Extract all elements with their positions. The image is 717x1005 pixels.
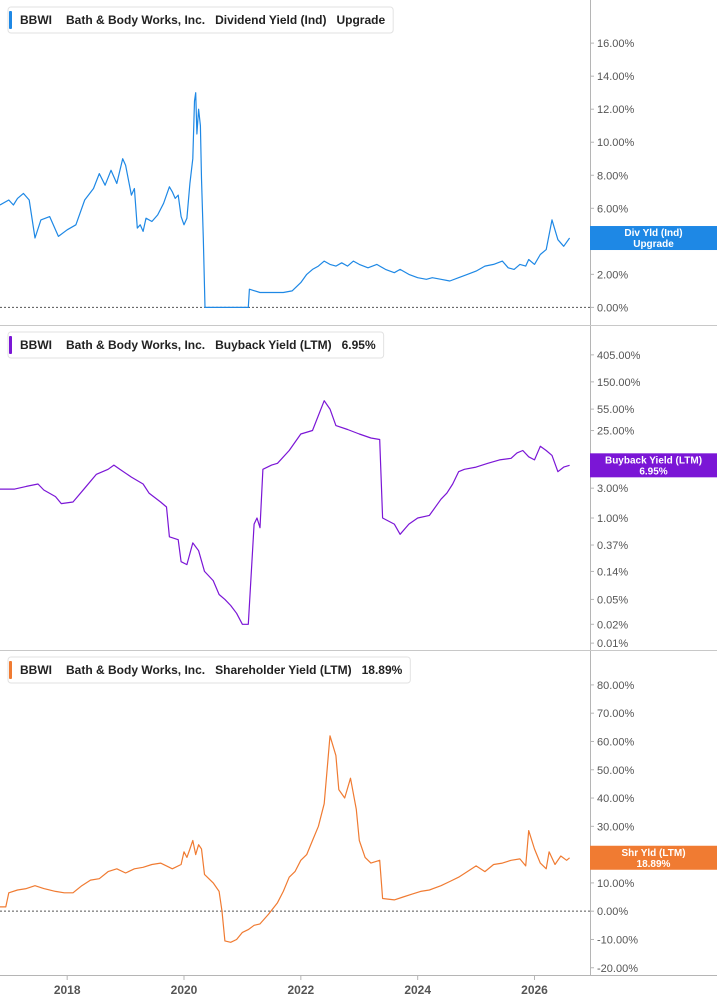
legend-value: Upgrade	[336, 13, 385, 27]
y-tick-label: 6.00%	[597, 203, 628, 215]
y-tick-label: 2.00%	[597, 269, 628, 281]
y-tick-label: 0.00%	[597, 302, 628, 314]
legend[interactable]: BBWI Bath & Body Works, Inc. Shareholder Y…	[7, 656, 411, 684]
legend-metric: Dividend Yield (Ind)	[215, 13, 326, 27]
y-tick-label: 60.00%	[597, 736, 635, 748]
legend-ticker: BBWI	[20, 663, 52, 677]
last-value-tag-label: Shr Yld (LTM)	[621, 848, 685, 859]
last-value-tag: Buyback Yield (LTM)6.95%	[590, 453, 717, 478]
legend-metric: Buyback Yield (LTM)	[215, 338, 331, 352]
series-line	[0, 92, 571, 308]
y-tick-label: 12.00%	[597, 104, 635, 116]
y-tick-label: 0.14%	[597, 566, 628, 578]
last-value-tag-value: Upgrade	[633, 239, 674, 250]
y-tick-label: 14.00%	[597, 71, 635, 83]
y-tick-label: 25.00%	[597, 426, 635, 438]
y-tick-label: 80.00%	[597, 680, 635, 692]
legend[interactable]: BBWI Bath & Body Works, Inc. Dividend Yiel…	[7, 6, 394, 34]
series-line	[0, 400, 570, 625]
y-tick-label: 0.01%	[597, 638, 628, 650]
y-tick-label: 40.00%	[597, 793, 635, 805]
last-value-tag-label: Buyback Yield (LTM)	[605, 455, 702, 466]
legend-box	[7, 656, 411, 684]
chart-panel-3: -20.00%-10.00%0.00%10.00%20.00%30.00%40.…	[0, 650, 717, 975]
legend-value: 6.95%	[342, 338, 376, 352]
last-value-tag-bg	[590, 453, 717, 478]
legend-company: Bath & Body Works, Inc.	[66, 663, 205, 677]
x-tick-label: 2022	[287, 983, 314, 997]
y-tick-label: -20.00%	[597, 963, 638, 975]
legend-color-swatch	[9, 661, 12, 679]
x-tick-label: 2024	[404, 983, 431, 997]
y-tick-label: 10.00%	[597, 878, 635, 890]
y-tick-label: 55.00%	[597, 404, 635, 416]
legend-color-swatch	[9, 336, 12, 354]
last-value-tag-label: Div Yld (Ind)	[624, 228, 682, 239]
y-tick-label: 10.00%	[597, 137, 635, 149]
legend-ticker: BBWI	[20, 338, 52, 352]
chart-panel-1: 0.00%2.00%4.00%6.00%8.00%10.00%12.00%14.…	[0, 6, 717, 314]
x-tick-label: 2026	[521, 983, 548, 997]
last-value-tag-bg	[590, 845, 717, 870]
last-value-tag-value: 6.95%	[639, 466, 667, 477]
chart-panel-2: 0.01% 0.02% 0.05% 0.14% 0.37% 1.00% 3.00% 25.00…	[0, 325, 717, 650]
legend-box	[7, 6, 394, 34]
legend-company: Bath & Body Works, Inc.	[66, 338, 205, 352]
series-line	[0, 735, 570, 943]
last-value-tag-bg	[590, 226, 717, 251]
legend-metric: Shareholder Yield (LTM)	[215, 663, 351, 677]
y-tick-label: 150.00%	[597, 377, 641, 389]
y-tick-label: 3.00%	[597, 483, 628, 495]
legend[interactable]: BBWI Bath & Body Works, Inc. Buyback Yield…	[7, 331, 385, 359]
x-tick-label: 2018	[54, 983, 81, 997]
last-value-tag-value: 18.89%	[637, 859, 671, 870]
legend-box	[7, 331, 385, 359]
y-tick-label: 16.00%	[597, 38, 635, 50]
x-tick-label: 2020	[171, 983, 198, 997]
legend-value: 18.89%	[362, 663, 403, 677]
legend-ticker: BBWI	[20, 13, 52, 27]
last-value-tag: Shr Yld (LTM)18.89%	[590, 845, 717, 870]
y-tick-label: 0.05%	[597, 594, 628, 606]
legend-company: Bath & Body Works, Inc.	[66, 13, 205, 27]
y-tick-label: 1.00%	[597, 513, 628, 525]
y-tick-label: -10.00%	[597, 934, 638, 946]
y-tick-label: 0.00%	[597, 906, 628, 918]
y-tick-label: 70.00%	[597, 708, 635, 720]
y-tick-label: 0.37%	[597, 540, 628, 552]
y-tick-label: 8.00%	[597, 170, 628, 182]
last-value-tag: Div Yld (Ind)Upgrade	[590, 226, 717, 251]
y-tick-label: 50.00%	[597, 765, 635, 777]
y-tick-label: 0.02%	[597, 619, 628, 631]
y-tick-label: 405.00%	[597, 350, 641, 362]
legend-color-swatch	[9, 11, 12, 29]
y-tick-label: 30.00%	[597, 821, 635, 833]
